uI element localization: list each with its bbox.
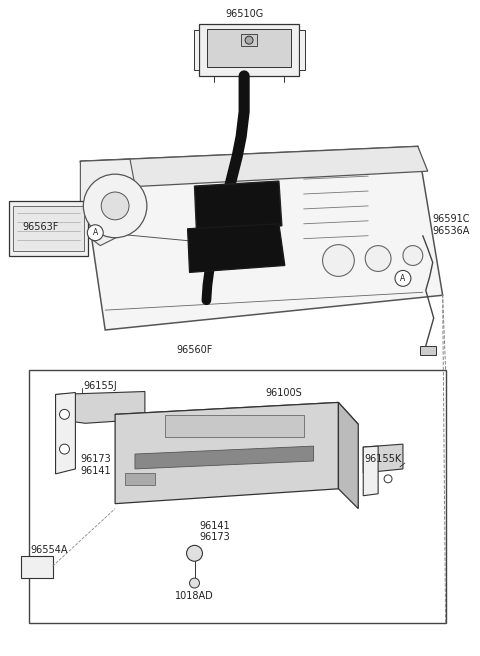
Text: A: A — [400, 274, 406, 283]
Polygon shape — [299, 30, 305, 70]
Text: 96563F: 96563F — [22, 222, 59, 232]
Text: 96560F: 96560F — [176, 345, 213, 355]
Text: 96141: 96141 — [199, 520, 229, 531]
Circle shape — [395, 270, 411, 286]
Text: 96155K: 96155K — [364, 454, 402, 464]
Circle shape — [60, 409, 70, 419]
Polygon shape — [80, 159, 138, 245]
Circle shape — [187, 545, 203, 562]
Polygon shape — [193, 30, 200, 70]
Text: 96155J: 96155J — [84, 380, 117, 390]
Polygon shape — [363, 446, 378, 496]
Circle shape — [101, 192, 129, 220]
Bar — [165, 415, 304, 437]
Bar — [241, 34, 257, 46]
Circle shape — [365, 245, 391, 272]
Bar — [125, 473, 155, 485]
Polygon shape — [80, 146, 428, 189]
Polygon shape — [188, 224, 285, 272]
Text: 1018AD: 1018AD — [175, 591, 214, 601]
Bar — [9, 201, 88, 256]
Bar — [207, 30, 291, 67]
Polygon shape — [56, 392, 75, 474]
Bar — [13, 206, 84, 251]
Circle shape — [245, 36, 253, 44]
Circle shape — [384, 475, 392, 483]
Polygon shape — [115, 402, 338, 504]
Text: 96591C: 96591C — [432, 214, 470, 224]
Text: 96100S: 96100S — [265, 388, 302, 398]
Bar — [21, 556, 53, 578]
Text: 96141: 96141 — [80, 466, 110, 476]
Polygon shape — [80, 146, 443, 330]
Polygon shape — [338, 402, 358, 508]
Circle shape — [60, 444, 70, 454]
Text: 96536A: 96536A — [432, 226, 470, 236]
Text: 96173: 96173 — [80, 454, 110, 464]
Circle shape — [403, 245, 423, 266]
Polygon shape — [363, 444, 403, 473]
Polygon shape — [135, 446, 313, 469]
Circle shape — [84, 174, 147, 237]
Text: 96554A: 96554A — [31, 545, 68, 556]
Polygon shape — [56, 392, 145, 423]
Circle shape — [323, 245, 354, 276]
Circle shape — [190, 578, 200, 588]
Text: A: A — [93, 228, 98, 237]
Bar — [29, 370, 445, 623]
Circle shape — [87, 225, 103, 241]
Text: 96510G: 96510G — [225, 9, 263, 20]
Bar — [420, 346, 436, 355]
Bar — [200, 24, 299, 76]
Text: 96173: 96173 — [199, 533, 230, 543]
Polygon shape — [194, 181, 282, 233]
Polygon shape — [115, 402, 358, 437]
